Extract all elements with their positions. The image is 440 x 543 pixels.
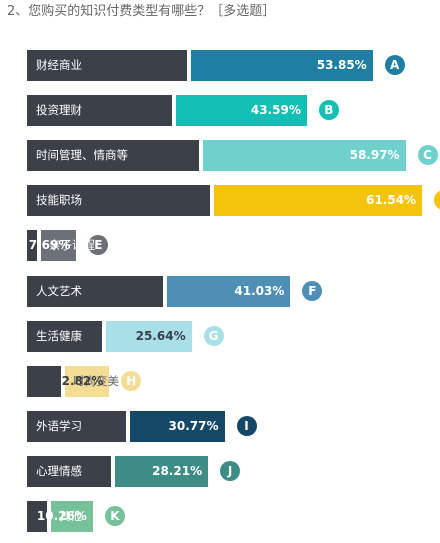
bar-fill <box>130 411 225 442</box>
bar-row: 时尚变美 12.82% <box>27 366 119 397</box>
value-label: 25.64% <box>135 329 186 343</box>
option-badge-icon: J <box>220 461 241 481</box>
bar-label-block <box>27 321 102 352</box>
bar-fill <box>203 140 406 171</box>
option-badge-icon: F <box>302 281 323 301</box>
bar-label-block <box>27 95 172 126</box>
value-label: 28.21% <box>152 464 203 478</box>
value-label: 58.97% <box>349 148 400 162</box>
category-label: 技能职场 <box>36 193 82 207</box>
option-badge-icon: K <box>104 506 125 526</box>
value-label: 61.54% <box>366 193 417 207</box>
bar-label-block <box>27 50 187 81</box>
bar-fill <box>214 185 423 216</box>
option-badge-icon: I <box>236 416 257 436</box>
bar-label-block <box>27 411 126 442</box>
bar-label-block <box>27 230 37 261</box>
bar-row: 技能职场 61.54% <box>27 185 423 216</box>
category-label: 人文艺术 <box>36 284 82 298</box>
bar-label-block <box>27 185 210 216</box>
bar-row: 投资理财 43.59% <box>27 95 307 126</box>
bar-row: 外语学习 30.77% <box>27 411 225 442</box>
bar-label-block <box>27 366 61 397</box>
value-label: 7.69% <box>28 238 71 252</box>
bar-label-block <box>27 276 163 307</box>
bar-row: 心理情感 28.21% <box>27 456 209 487</box>
bar-fill <box>41 230 77 261</box>
bar-row: 亲子课程 7.69% <box>27 230 95 261</box>
category-label: 生活健康 <box>36 329 82 343</box>
bar-row: 时间管理、情商等 58.97% <box>27 140 406 171</box>
bar-row: 生活健康 25.64% <box>27 321 192 352</box>
value-label: 41.03% <box>234 284 285 298</box>
value-label: 53.85% <box>316 58 367 72</box>
category-label: 时尚变美 <box>73 374 119 388</box>
bar-fill <box>106 321 192 352</box>
bar-row: 其他 10.26% <box>27 501 93 532</box>
category-label: 时间管理、情商等 <box>36 148 128 162</box>
value-label: 30.77% <box>168 419 219 433</box>
bar-fill <box>65 366 110 397</box>
bar-label-block <box>27 501 47 532</box>
bar-label-block <box>27 456 111 487</box>
option-badge-icon: E <box>88 235 109 255</box>
option-badge-icon: C <box>417 145 438 165</box>
value-label: 43.59% <box>250 103 301 117</box>
bar-fill <box>51 501 93 532</box>
option-badge-icon: B <box>318 100 339 120</box>
bar-row: 人文艺术 41.03% <box>27 276 291 307</box>
value-label: 12.82% <box>53 374 104 388</box>
bar-row: 财经商业 53.85% <box>27 50 373 81</box>
value-label: 10.26% <box>36 509 87 523</box>
category-label: 外语学习 <box>36 419 82 433</box>
bar-fill <box>191 50 373 81</box>
category-label: 心理情感 <box>36 464 82 478</box>
bar-fill <box>115 456 209 487</box>
option-badge-icon: D <box>434 190 440 210</box>
option-badge-icon: A <box>384 55 405 75</box>
option-badge-icon: G <box>203 326 224 346</box>
bar-fill <box>167 276 291 307</box>
category-label: 亲子课程 <box>49 238 95 252</box>
category-label: 财经商业 <box>36 58 82 72</box>
category-label: 投资理财 <box>36 103 82 117</box>
option-badge-icon: H <box>121 371 142 391</box>
bar-label-block <box>27 140 199 171</box>
question-title: 2、您购买的知识付费类型有哪些？［多选题］ <box>7 4 276 19</box>
bar-fill <box>176 95 307 126</box>
category-label: 其他 <box>59 509 82 523</box>
